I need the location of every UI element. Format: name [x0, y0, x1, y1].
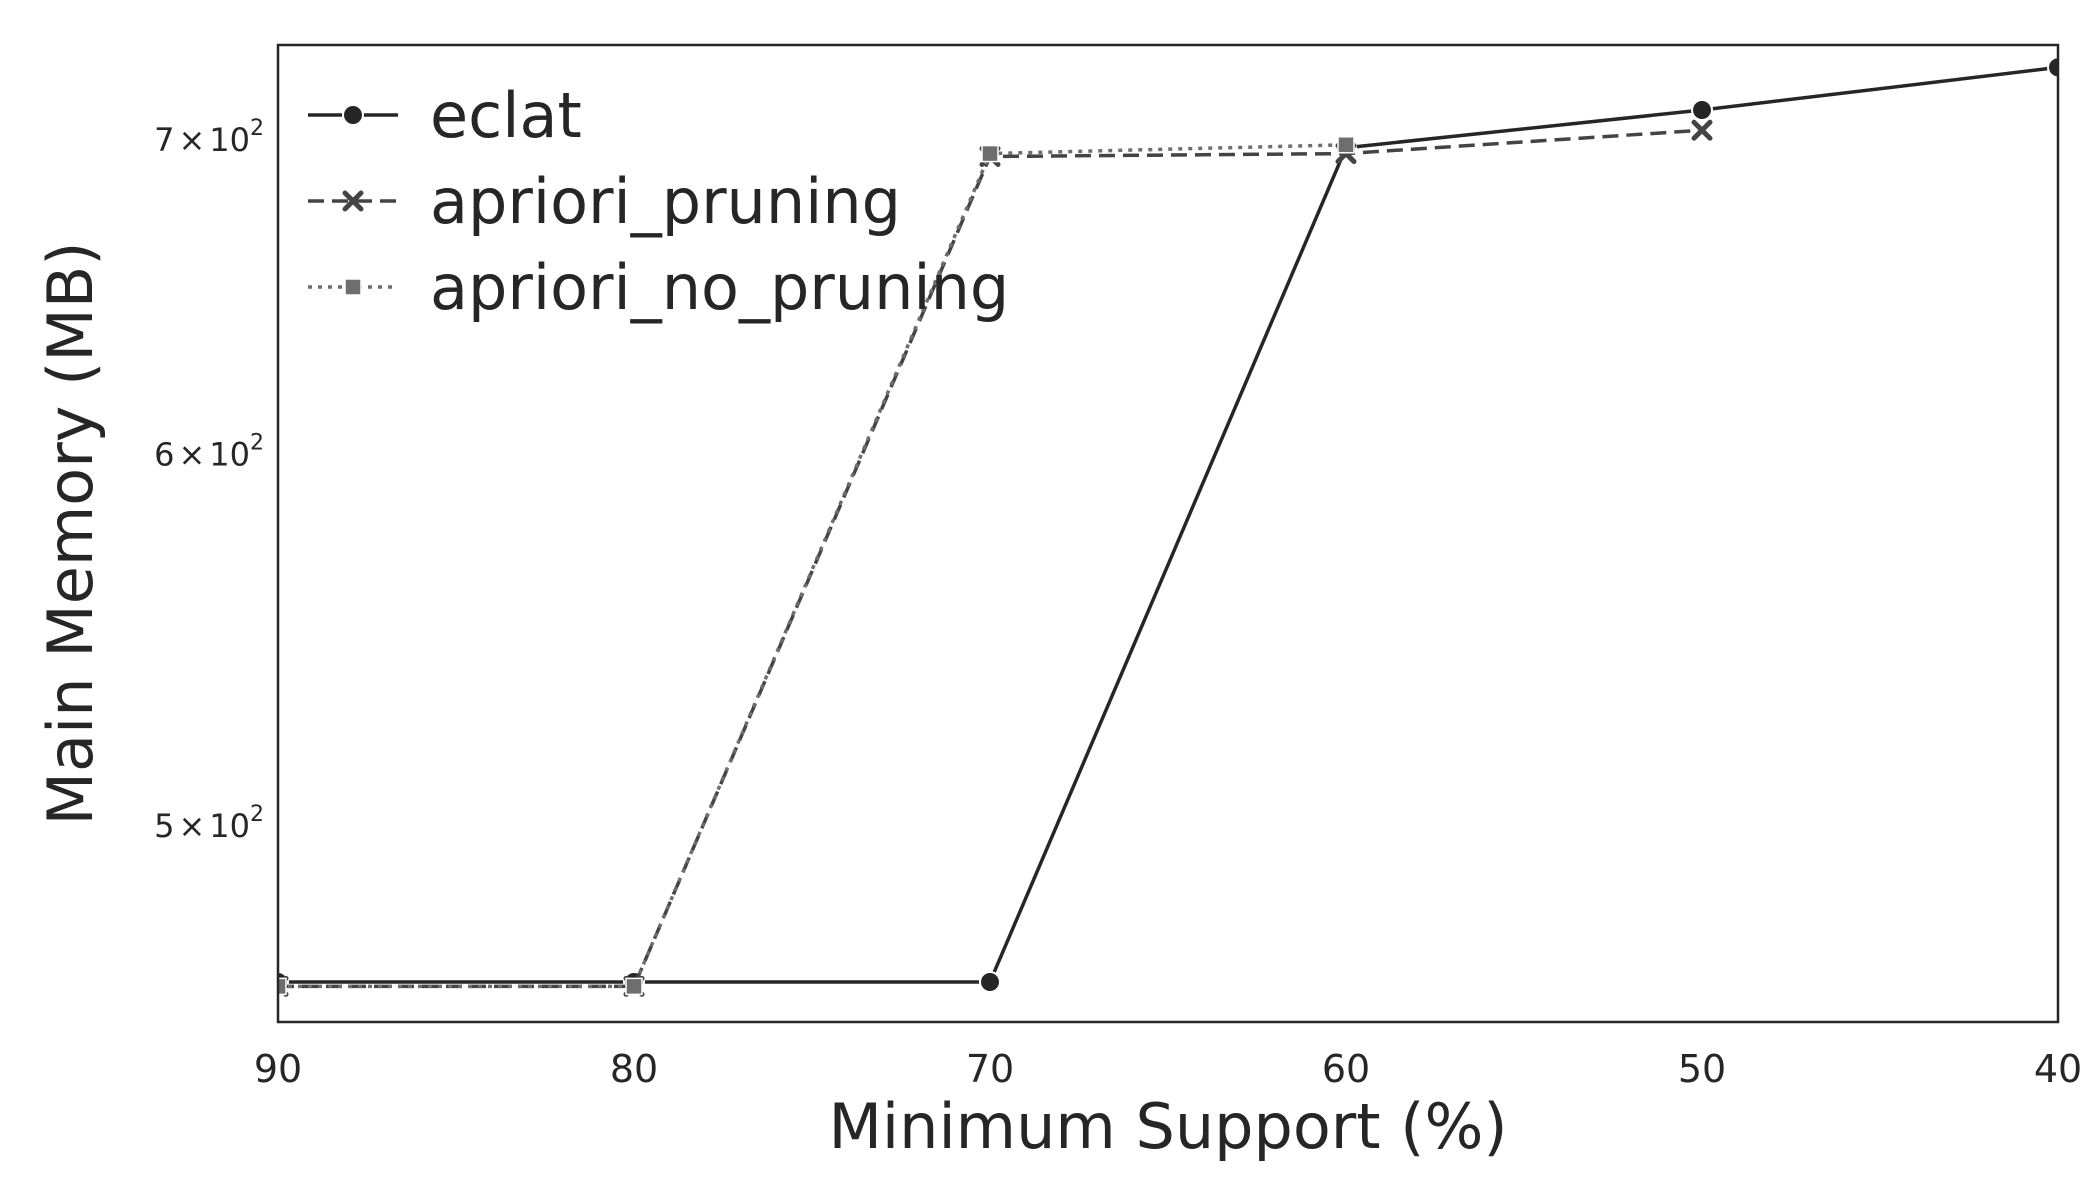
legend-item: apriori_no_pruning — [308, 251, 1009, 324]
y-tick-label: 7 × 102 — [154, 116, 264, 159]
legend-label: apriori_pruning — [430, 165, 901, 238]
data-point — [981, 144, 999, 163]
series-apriori_no_pruning — [278, 136, 1355, 996]
x-axis-label: Minimum Support (%) — [828, 1090, 1507, 1163]
legend-marker — [342, 104, 364, 126]
legend-marker — [344, 278, 362, 296]
x-tick-label: 50 — [1678, 1047, 1726, 1091]
legend-item: apriori_pruning — [308, 165, 901, 238]
plot-area — [278, 56, 2058, 997]
data-point — [1691, 99, 1713, 122]
x-tick-label: 40 — [2034, 1047, 2082, 1091]
legend-marker — [342, 190, 364, 212]
legend: eclat apriori_pruning apriori_no_pruning — [308, 79, 1009, 324]
x-axis-ticks: 90 80 70 60 50 40 — [254, 1047, 2082, 1091]
legend-label: eclat — [430, 79, 582, 152]
x-tick-label: 70 — [966, 1047, 1014, 1091]
data-point — [1691, 119, 1713, 141]
x-tick-label: 80 — [610, 1047, 658, 1091]
legend-label: apriori_no_pruning — [430, 251, 1009, 324]
y-tick-label: 6 × 102 — [154, 430, 264, 473]
series-line — [278, 65, 2058, 984]
y-axis-ticks: 5 × 102 6 × 102 7 × 102 — [154, 116, 264, 845]
y-tick-label: 5 × 102 — [154, 802, 264, 845]
data-point — [625, 977, 643, 996]
x-tick-label: 90 — [254, 1047, 302, 1091]
data-point — [2047, 56, 2058, 79]
x-tick-label: 60 — [1322, 1047, 1370, 1091]
y-axis-label: Main Memory (MB) — [34, 242, 107, 826]
plot-frame — [276, 43, 2060, 1024]
data-point — [1337, 136, 1355, 154]
legend-item: eclat — [308, 79, 582, 152]
data-point — [979, 970, 1001, 993]
data-point — [278, 977, 287, 996]
